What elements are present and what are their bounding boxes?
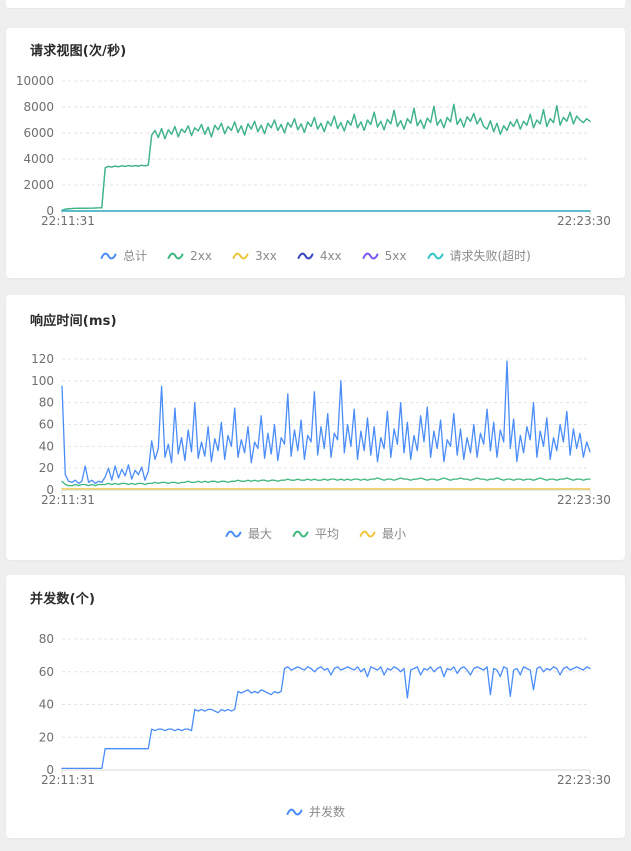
- legend-item-总计[interactable]: 总计: [100, 247, 147, 264]
- y-axis-tick-label: 60: [39, 665, 54, 679]
- panel-request-view: 请求视图(次/秒) 0 2000 4000 6000 8000 10000 22:11:31…: [6, 28, 625, 278]
- legend-label: 5xx: [384, 248, 407, 263]
- series-line-并发数: [61, 666, 591, 770]
- legend-label: 并发数: [308, 805, 345, 819]
- chart-title-concurrency: 并发数(个): [30, 592, 96, 607]
- panel-response-time: 响应时间(ms) 0 20 40 60 80 100 120 22:11:31 22:23:30…: [6, 295, 625, 560]
- y-axis-tick-label: 0: [46, 483, 54, 497]
- y-axis-tick-label: 80: [39, 396, 54, 410]
- legend-label: 2xx: [190, 248, 212, 263]
- legend-wave-icon: [427, 252, 443, 259]
- response-time-chart-canvas: 0 20 40 60 80 100 120 22:11:31 22:23:30: [31, 352, 611, 507]
- legend-item-请求失败(超时)[interactable]: 请求失败(超时): [427, 247, 531, 264]
- legend-item-2xx[interactable]: 2xx: [167, 249, 212, 263]
- legend-wave-icon: [100, 252, 117, 259]
- legend-label: 平均: [314, 527, 339, 541]
- y-axis-tick-label: 0: [46, 204, 54, 218]
- series-line-最大: [61, 360, 591, 485]
- concurrency-chart-canvas: 0 20 40 60 80 22:11:31 22:23:30: [39, 632, 611, 787]
- y-axis-tick-label: 10000: [16, 74, 54, 88]
- x-axis-end-label: 22:23:30: [557, 773, 611, 787]
- panel-concurrency: 并发数(个) 0 20 40 60 80 22:11:31 22:23:30 并发数: [6, 575, 625, 838]
- series-line-总计: [61, 103, 591, 211]
- legend-item-最小[interactable]: 最小: [359, 525, 406, 542]
- legend-item-5xx[interactable]: 5xx: [362, 249, 407, 263]
- legend-wave-icon: [297, 252, 314, 259]
- legend-label: 4xx: [319, 248, 342, 263]
- legend-item-并发数[interactable]: 并发数: [286, 803, 345, 820]
- y-axis-tick-label: 20: [39, 461, 54, 475]
- previous-panel-bottom-edge: [6, 0, 625, 9]
- y-axis-tick-label: 40: [39, 439, 54, 453]
- chart-title-response-time: 响应时间(ms): [30, 314, 117, 329]
- x-axis-start-label: 22:11:31: [41, 773, 95, 787]
- legend-label: 最小: [382, 527, 407, 541]
- y-axis-tick-label: 60: [39, 418, 54, 432]
- legend-wave-icon: [362, 252, 379, 259]
- series-line-平均: [61, 477, 591, 487]
- y-axis-tick-label: 0: [46, 763, 54, 777]
- legend-wave-icon: [232, 252, 249, 259]
- y-axis-tick-label: 2000: [23, 178, 54, 192]
- legend-wave-icon: [359, 530, 376, 537]
- legend-label: 最大: [247, 527, 272, 541]
- legend-label: 3xx: [254, 248, 277, 263]
- x-axis-end-label: 22:23:30: [557, 214, 611, 228]
- x-axis-start-label: 22:11:31: [41, 214, 95, 228]
- x-axis-end-label: 22:23:30: [557, 493, 611, 507]
- y-axis-tick-label: 8000: [23, 100, 54, 114]
- requests-legend: 总计 2xx 3xx 4xx 5xx 请求失败(超时): [6, 247, 625, 264]
- response-time-legend: 最大 平均 最小: [6, 525, 625, 542]
- y-axis-tick-label: 20: [39, 730, 54, 744]
- concurrency-legend: 并发数: [6, 803, 625, 820]
- y-axis-tick-label: 100: [31, 374, 54, 388]
- y-axis-tick-label: 120: [31, 352, 54, 366]
- legend-wave-icon: [286, 808, 303, 815]
- y-axis-tick-label: 6000: [23, 126, 54, 140]
- x-axis-start-label: 22:11:31: [41, 493, 95, 507]
- series-line-2xx: [61, 103, 591, 211]
- legend-item-3xx[interactable]: 3xx: [232, 249, 277, 263]
- legend-item-平均[interactable]: 平均: [292, 525, 339, 542]
- y-axis-tick-label: 40: [39, 698, 54, 712]
- legend-wave-icon: [225, 530, 242, 537]
- legend-item-最大[interactable]: 最大: [225, 525, 272, 542]
- y-axis-tick-label: 4000: [23, 152, 54, 166]
- legend-wave-icon: [292, 530, 309, 537]
- requests-chart-canvas: 0 2000 4000 6000 8000 10000 22:11:31 22:23:30: [16, 74, 611, 228]
- y-axis-tick-label: 80: [39, 632, 54, 646]
- legend-label: 请求失败(超时): [449, 249, 531, 263]
- legend-wave-icon: [167, 252, 184, 259]
- chart-title-requests: 请求视图(次/秒): [30, 44, 127, 59]
- legend-label: 总计: [123, 249, 148, 263]
- legend-item-4xx[interactable]: 4xx: [297, 249, 342, 263]
